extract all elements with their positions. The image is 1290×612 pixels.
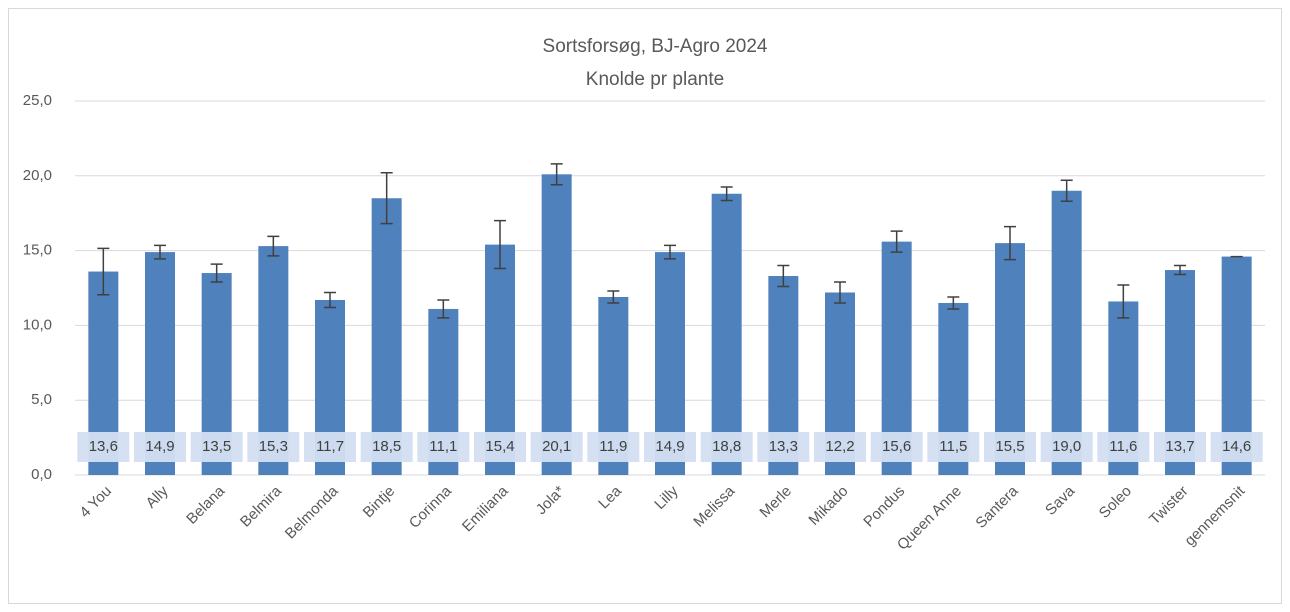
value-label-box	[814, 432, 866, 462]
error-bar	[1117, 284, 1130, 319]
bar	[541, 174, 572, 475]
y-tick-label: 25,0	[23, 92, 52, 109]
bar	[711, 193, 742, 475]
error-bar	[210, 263, 223, 283]
y-tick-label: 20,0	[23, 167, 52, 184]
chart-title: Sortsforsøg, BJ-Agro 2024	[543, 36, 768, 57]
value-label-box	[757, 432, 810, 462]
value-label-box	[77, 432, 130, 462]
error-bar	[720, 186, 733, 202]
value-label-box	[190, 432, 243, 462]
bar	[371, 198, 402, 476]
value-label: 13,7	[1165, 438, 1194, 455]
value-label: 18,5	[372, 438, 401, 455]
value-label-box	[417, 432, 470, 462]
value-label: 18,8	[712, 438, 741, 455]
value-label: 11,7	[316, 438, 344, 455]
value-label: 11,1	[429, 438, 457, 455]
chart-subtitle: Knolde pr plante	[586, 69, 724, 90]
value-label: 11,5	[939, 438, 967, 455]
value-label-box	[360, 432, 413, 462]
value-label: 11,6	[1109, 438, 1137, 455]
value-label-box	[1210, 432, 1263, 462]
error-bar	[154, 244, 166, 260]
value-label: 19,0	[1052, 438, 1081, 455]
error-bar	[324, 291, 336, 309]
value-label-box	[1097, 432, 1150, 462]
error-bar	[267, 235, 280, 257]
error-bar	[1174, 264, 1186, 276]
error-bar	[834, 281, 846, 304]
value-label: 15,6	[882, 438, 911, 455]
value-label-box	[304, 432, 356, 462]
value-label-box	[644, 432, 696, 462]
value-label: 13,3	[769, 438, 798, 455]
value-label-box	[134, 432, 186, 462]
value-label: 12,2	[825, 438, 854, 455]
y-tick-label: 0,0	[31, 466, 52, 483]
value-label-box	[587, 432, 640, 462]
error-bar	[97, 247, 110, 296]
value-label: 14,6	[1222, 438, 1251, 455]
error-bar	[777, 264, 790, 288]
value-label: 15,3	[259, 438, 288, 455]
value-label-box	[247, 432, 300, 462]
error-bar	[607, 290, 620, 304]
value-label: 13,6	[89, 438, 118, 455]
value-label: 15,4	[485, 438, 514, 455]
y-tick-label: 15,0	[23, 242, 52, 259]
value-label: 14,9	[145, 438, 174, 455]
value-label: 14,9	[655, 438, 684, 455]
error-bar	[890, 230, 903, 253]
value-label: 15,5	[995, 438, 1024, 455]
error-bar	[550, 163, 563, 186]
value-label-box	[870, 432, 923, 462]
value-label-box	[1040, 432, 1093, 462]
y-tick-label: 10,0	[23, 316, 52, 333]
value-label: 13,5	[202, 438, 231, 455]
value-label-box	[984, 432, 1036, 462]
error-bar	[947, 296, 960, 310]
value-label-box	[474, 432, 526, 462]
error-bar	[437, 299, 450, 319]
value-label-box	[530, 432, 583, 462]
error-bar	[494, 219, 506, 270]
y-tick-label: 5,0	[31, 391, 52, 408]
value-label-box	[927, 432, 980, 462]
value-label-box	[1154, 432, 1206, 462]
error-bar	[1004, 225, 1016, 261]
error-bar	[380, 172, 393, 225]
bar	[1051, 190, 1082, 475]
error-bar	[664, 244, 676, 260]
value-label: 11,9	[599, 438, 627, 455]
value-label-box	[700, 432, 753, 462]
value-label: 20,1	[542, 438, 571, 455]
error-bar	[1060, 179, 1073, 202]
